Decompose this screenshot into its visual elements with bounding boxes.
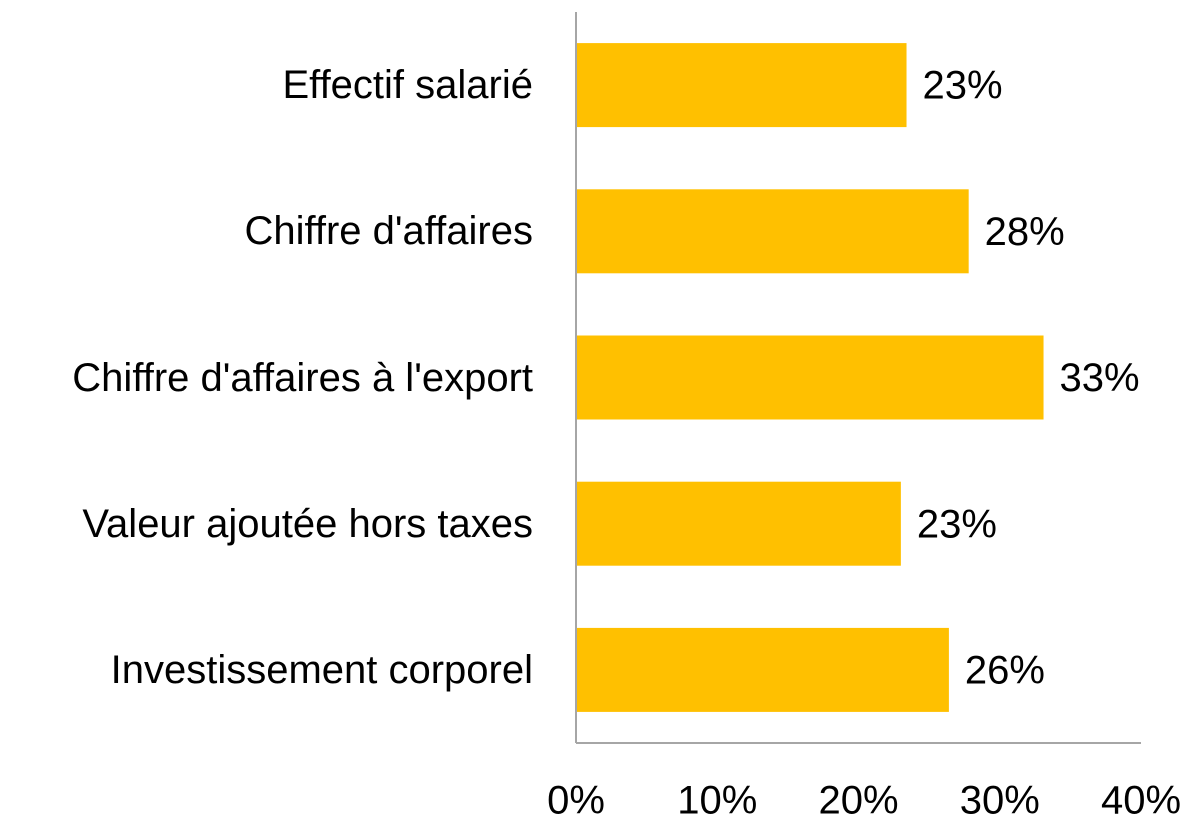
y-tick-label-box: Chiffre d'affaires à l'export: [72, 305, 533, 451]
value-label: 23%: [923, 64, 1003, 108]
y-tick-label: Valeur ajoutée hors taxes: [82, 501, 533, 546]
x-tick-label: 10%: [677, 779, 757, 822]
bar: [576, 481, 901, 566]
y-tick-label: Effectif salarié: [282, 63, 534, 108]
y-tick-label-box: Valeur ajoutée hors taxes: [82, 451, 533, 597]
y-tick-label: Chiffre d'affaires: [244, 209, 533, 254]
y-tick-label: Chiffre d'affaires à l'export: [72, 355, 533, 400]
bar: [576, 43, 907, 128]
x-tick-label: 30%: [960, 779, 1040, 822]
bar: [576, 189, 969, 274]
x-tick-label: 40%: [1101, 779, 1181, 822]
y-tick-label-box: Chiffre d'affaires: [244, 158, 533, 304]
bar: [576, 335, 1044, 420]
value-label: 33%: [1060, 356, 1140, 400]
y-tick-label-box: Effectif salarié: [283, 12, 534, 158]
y-tick-label: Investissement corporel: [110, 647, 533, 692]
x-tick-label: 0%: [547, 779, 605, 822]
value-label: 23%: [917, 502, 997, 546]
bar: [576, 627, 949, 712]
value-label: 28%: [985, 210, 1065, 254]
x-tick-label: 20%: [818, 779, 898, 822]
y-tick-label-box: Investissement corporel: [111, 597, 533, 743]
value-label: 26%: [965, 648, 1045, 692]
